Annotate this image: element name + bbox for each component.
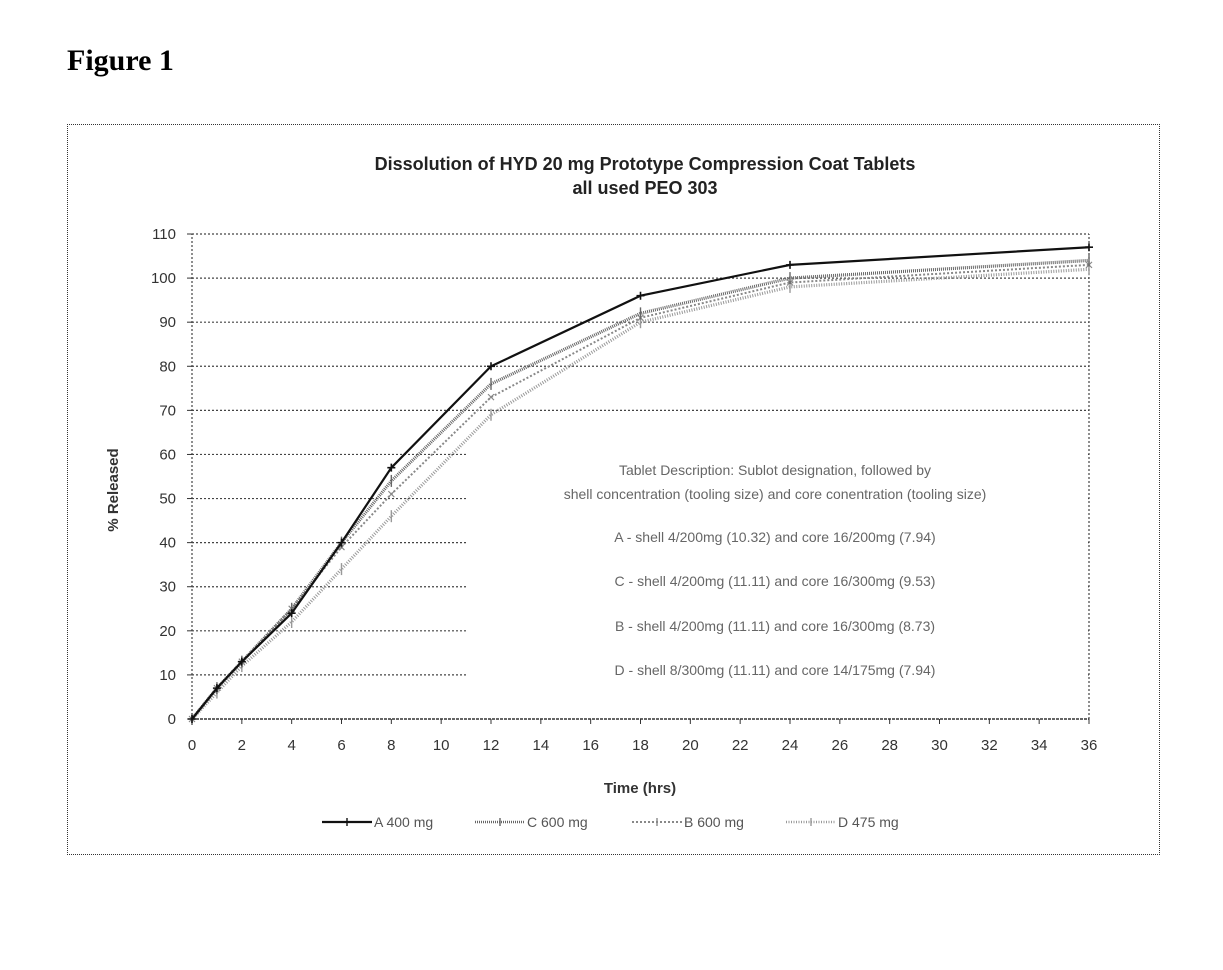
x-tick-label: 6 xyxy=(337,737,345,754)
data-point-marker xyxy=(387,463,396,472)
x-tick-label: 2 xyxy=(238,737,246,754)
x-tick-label: 30 xyxy=(931,737,948,754)
y-tick-label: 80 xyxy=(159,358,176,375)
y-tick-label: 40 xyxy=(159,535,176,552)
chart-title: Dissolution of HYD 20 mg Prototype Compr… xyxy=(375,154,916,174)
data-point-marker xyxy=(337,538,346,547)
y-axis-label: % Released xyxy=(105,448,122,531)
legend-label: C 600 mg xyxy=(527,814,588,830)
series-line-c xyxy=(190,258,1090,721)
x-tick-label: 22 xyxy=(732,737,749,754)
data-point-marker xyxy=(387,490,395,498)
series-line-a xyxy=(191,246,1090,720)
annotation-heading-2: shell concentration (tooling size) and c… xyxy=(564,486,987,502)
data-point-marker xyxy=(636,291,645,300)
x-tick-label: 0 xyxy=(188,737,196,754)
data-point-marker xyxy=(786,260,794,269)
legend-label: B 600 mg xyxy=(684,814,744,830)
chart-frame xyxy=(67,124,1160,855)
y-tick-label: 10 xyxy=(159,667,176,684)
data-point-marker xyxy=(487,362,495,371)
x-tick-label: 34 xyxy=(1031,737,1048,754)
data-point-marker xyxy=(287,609,296,618)
series-line-d xyxy=(190,267,1090,721)
y-axis-ticks: 0 10 20 30 40 50 60 70 80 90 100 110 xyxy=(151,226,192,728)
x-tick-label: 10 xyxy=(433,737,450,754)
data-point-marker xyxy=(1085,243,1093,252)
x-tick-label: 16 xyxy=(582,737,599,754)
x-tick-label: 26 xyxy=(831,737,848,754)
y-tick-label: 0 xyxy=(168,711,176,728)
data-point-marker xyxy=(487,393,495,401)
data-series xyxy=(188,243,1093,725)
x-tick-label: 24 xyxy=(782,737,799,754)
annotation-box: Tablet Description: Sublot designation, … xyxy=(564,462,987,678)
data-point-marker xyxy=(237,657,246,666)
x-axis-ticks: 0 2 4 6 8 10 12 14 16 18 20 22 24 26 28 30 32 34 36 xyxy=(188,719,1098,754)
annotation-line-a: A - shell 4/200mg (10.32) and core 16/20… xyxy=(614,529,935,545)
figure-label: Figure 1 xyxy=(67,44,174,77)
annotation-heading-1: Tablet Description: Sublot designation, … xyxy=(619,462,931,478)
x-tick-label: 4 xyxy=(287,737,295,754)
x-tick-label: 14 xyxy=(532,737,549,754)
y-tick-label: 60 xyxy=(159,446,176,463)
x-tick-label: 20 xyxy=(682,737,699,754)
chart-subtitle: all used PEO 303 xyxy=(572,178,717,198)
legend-label: D 475 mg xyxy=(838,814,899,830)
x-tick-label: 28 xyxy=(881,737,898,754)
x-axis-label: Time (hrs) xyxy=(604,780,676,797)
y-tick-label: 30 xyxy=(159,579,176,596)
annotation-background xyxy=(468,450,1088,690)
annotation-line-c: C - shell 4/200mg (11.11) and core 16/30… xyxy=(615,573,936,589)
data-point-marker xyxy=(212,684,221,693)
annotation-line-d: D - shell 8/300mg (11.11) and core 14/17… xyxy=(615,662,936,678)
legend-label: A 400 mg xyxy=(374,814,433,830)
annotation-line-b: B - shell 4/200mg (11.11) and core 16/30… xyxy=(615,618,935,634)
x-tick-label: 36 xyxy=(1081,737,1098,754)
y-tick-label: 90 xyxy=(159,314,176,331)
y-tick-label: 50 xyxy=(159,491,176,508)
x-tick-label: 8 xyxy=(387,737,395,754)
data-point-marker xyxy=(188,715,196,723)
legend: A 400 mg C 600 mg B 600 mg D 475 mg xyxy=(322,814,899,830)
x-tick-label: 12 xyxy=(483,737,500,754)
x-tick-label: 32 xyxy=(981,737,998,754)
y-tick-label: 110 xyxy=(152,226,176,243)
x-tick-label: 18 xyxy=(632,737,649,754)
y-tick-label: 20 xyxy=(159,623,176,640)
y-tick-label: 70 xyxy=(159,402,176,419)
y-tick-label: 100 xyxy=(151,270,176,287)
